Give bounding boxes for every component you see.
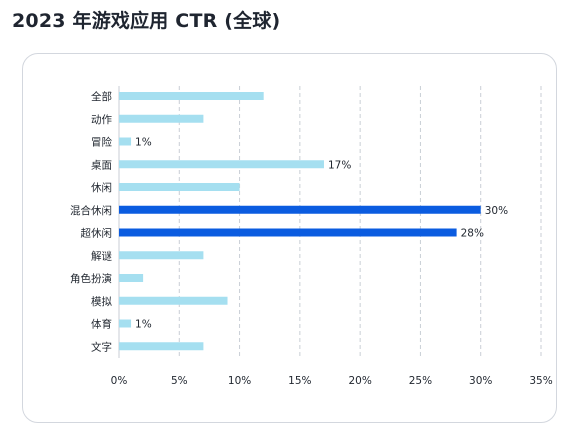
chart-card [22, 53, 557, 423]
data-labels: 1% 17% 30%28% 1% [135, 137, 508, 331]
bar [119, 319, 132, 328]
x-tick-label: 20% [348, 375, 371, 387]
bar [119, 342, 204, 351]
bar [119, 228, 457, 237]
data-label: 30% [485, 205, 508, 217]
category-label: 冒险 [91, 136, 112, 149]
data-label: 17% [328, 159, 351, 171]
category-label: 混合休闲 [70, 204, 112, 217]
data-label: 1% [135, 137, 152, 149]
category-label: 模拟 [91, 295, 112, 308]
category-label: 角色扮演 [70, 272, 112, 285]
bar [119, 160, 324, 169]
bar [119, 274, 144, 282]
bar [119, 92, 264, 100]
bar [119, 205, 481, 214]
category-label: 文字 [91, 340, 112, 353]
category-label: 全部 [91, 90, 112, 103]
x-tick-label: 35% [529, 375, 552, 387]
category-label: 体育 [91, 318, 112, 331]
bar [119, 296, 228, 305]
bar [119, 137, 132, 146]
x-tick-label: 15% [288, 375, 311, 387]
category-label: 休闲 [91, 181, 112, 194]
data-label: 1% [135, 319, 152, 331]
category-label: 超休闲 [81, 227, 113, 240]
bar [119, 251, 204, 260]
category-label: 解谜 [91, 249, 112, 262]
x-axis-tick-labels: 0% 5% 10% 15% 20% 25% 30% 35% [111, 375, 553, 387]
bar [119, 183, 240, 191]
bar [119, 114, 204, 123]
x-tick-label: 25% [409, 375, 432, 387]
category-label: 动作 [91, 114, 112, 126]
bars [119, 92, 481, 351]
x-tick-label: 30% [469, 375, 492, 387]
x-tick-label: 5% [171, 375, 188, 387]
data-label: 28% [461, 228, 484, 240]
category-label: 桌面 [91, 158, 112, 171]
grid-lines [118, 86, 542, 358]
x-tick-label: 0% [111, 375, 128, 387]
page-title: 2023 年游戏应用 CTR (全球) [12, 10, 281, 32]
x-tick-label: 10% [228, 375, 251, 387]
